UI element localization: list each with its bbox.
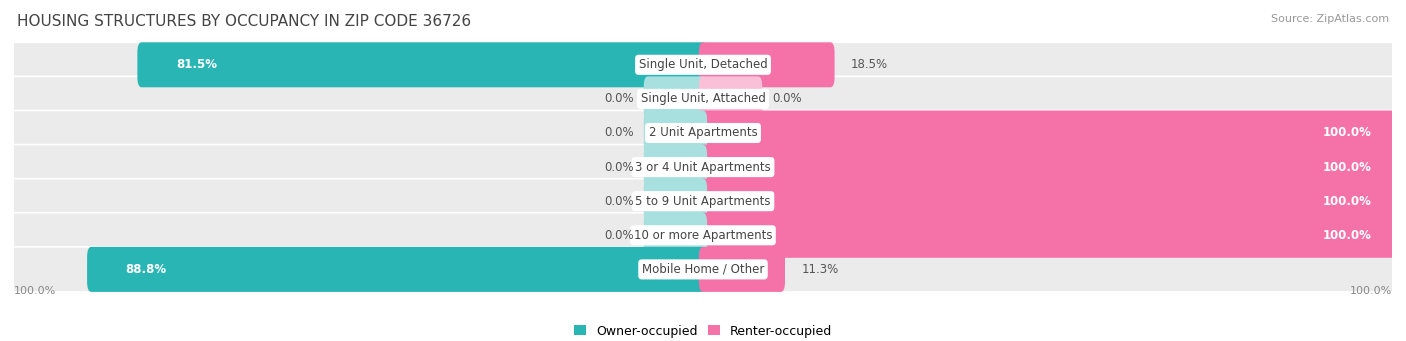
FancyBboxPatch shape — [699, 247, 785, 292]
FancyBboxPatch shape — [644, 76, 707, 121]
FancyBboxPatch shape — [699, 247, 1396, 292]
FancyBboxPatch shape — [87, 247, 707, 292]
FancyBboxPatch shape — [10, 247, 707, 292]
FancyBboxPatch shape — [699, 110, 1396, 155]
FancyBboxPatch shape — [699, 145, 1396, 190]
FancyBboxPatch shape — [699, 110, 1396, 155]
FancyBboxPatch shape — [10, 76, 707, 121]
Text: 10 or more Apartments: 10 or more Apartments — [634, 229, 772, 242]
Text: 0.0%: 0.0% — [605, 161, 634, 174]
FancyBboxPatch shape — [10, 179, 707, 224]
FancyBboxPatch shape — [699, 76, 1396, 121]
Text: Single Unit, Detached: Single Unit, Detached — [638, 58, 768, 71]
FancyBboxPatch shape — [699, 42, 1396, 87]
Text: 0.0%: 0.0% — [772, 92, 801, 105]
Text: 0.0%: 0.0% — [605, 127, 634, 139]
FancyBboxPatch shape — [644, 110, 707, 155]
FancyBboxPatch shape — [699, 179, 1396, 224]
FancyBboxPatch shape — [10, 145, 707, 190]
Text: Mobile Home / Other: Mobile Home / Other — [641, 263, 765, 276]
Text: Single Unit, Attached: Single Unit, Attached — [641, 92, 765, 105]
Text: 100.0%: 100.0% — [14, 285, 56, 296]
FancyBboxPatch shape — [644, 213, 707, 258]
FancyBboxPatch shape — [699, 213, 1396, 258]
Text: 100.0%: 100.0% — [1350, 285, 1392, 296]
FancyBboxPatch shape — [699, 179, 1396, 224]
Text: 2 Unit Apartments: 2 Unit Apartments — [648, 127, 758, 139]
FancyBboxPatch shape — [699, 213, 1396, 258]
FancyBboxPatch shape — [10, 110, 707, 155]
Text: HOUSING STRUCTURES BY OCCUPANCY IN ZIP CODE 36726: HOUSING STRUCTURES BY OCCUPANCY IN ZIP C… — [17, 14, 471, 29]
Text: 88.8%: 88.8% — [125, 263, 167, 276]
FancyBboxPatch shape — [699, 42, 835, 87]
FancyBboxPatch shape — [10, 42, 707, 87]
Text: 100.0%: 100.0% — [1323, 229, 1371, 242]
Text: 100.0%: 100.0% — [1323, 195, 1371, 208]
Text: 100.0%: 100.0% — [1323, 161, 1371, 174]
Text: Source: ZipAtlas.com: Source: ZipAtlas.com — [1271, 14, 1389, 24]
Text: 0.0%: 0.0% — [605, 195, 634, 208]
Text: 0.0%: 0.0% — [605, 229, 634, 242]
FancyBboxPatch shape — [699, 76, 762, 121]
Text: 18.5%: 18.5% — [851, 58, 889, 71]
FancyBboxPatch shape — [138, 42, 707, 87]
Text: 11.3%: 11.3% — [801, 263, 839, 276]
Text: 81.5%: 81.5% — [176, 58, 217, 71]
FancyBboxPatch shape — [644, 179, 707, 224]
Text: 5 to 9 Unit Apartments: 5 to 9 Unit Apartments — [636, 195, 770, 208]
Text: 3 or 4 Unit Apartments: 3 or 4 Unit Apartments — [636, 161, 770, 174]
FancyBboxPatch shape — [699, 145, 1396, 190]
FancyBboxPatch shape — [644, 145, 707, 190]
Legend: Owner-occupied, Renter-occupied: Owner-occupied, Renter-occupied — [568, 320, 838, 341]
Text: 100.0%: 100.0% — [1323, 127, 1371, 139]
Text: 0.0%: 0.0% — [605, 92, 634, 105]
FancyBboxPatch shape — [10, 213, 707, 258]
